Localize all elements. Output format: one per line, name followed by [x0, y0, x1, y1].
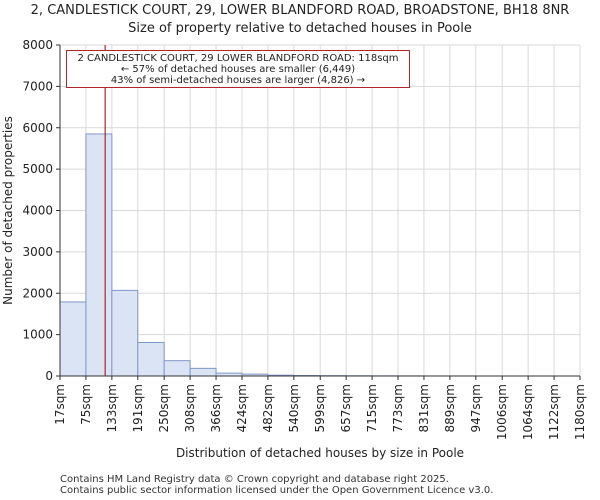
annotation-line-1: 2 CANDLESTICK COURT, 29 LOWER BLANDFORD … [77, 53, 399, 64]
x-tick-label: 1180sqm [573, 384, 587, 440]
histogram-bar [59, 301, 87, 377]
x-tick-label: 1064sqm [521, 384, 535, 440]
x-tick-label: 1122sqm [547, 384, 561, 440]
property-annotation-box: 2 CANDLESTICK COURT, 29 LOWER BLANDFORD … [66, 50, 410, 88]
x-tick-label: 191sqm [131, 384, 145, 432]
histogram-bar [163, 360, 191, 377]
histogram-bar [189, 367, 217, 377]
x-tick-label: 1006sqm [495, 384, 509, 440]
histogram-bar [85, 133, 113, 377]
x-tick-label: 715sqm [365, 384, 379, 432]
y-tick-label: 5000 [22, 162, 53, 176]
y-axis-label: Number of detached properties [1, 116, 15, 305]
x-tick-label: 657sqm [339, 384, 353, 432]
x-tick-label: 889sqm [443, 384, 457, 432]
x-tick-label: 250sqm [157, 384, 171, 432]
histogram-bar [137, 341, 165, 377]
chart-subtitle: Size of property relative to detached ho… [128, 21, 472, 36]
y-tick-label: 0 [45, 369, 53, 383]
x-tick-label: 540sqm [287, 384, 301, 432]
x-tick-label: 773sqm [391, 384, 405, 432]
x-tick-label: 366sqm [209, 384, 223, 432]
histogram-bar [111, 289, 139, 377]
x-tick-label: 75sqm [79, 384, 93, 425]
x-tick-label: 482sqm [261, 384, 275, 432]
y-tick-label: 2000 [22, 286, 53, 300]
x-tick-label: 17sqm [53, 384, 67, 425]
y-tick-label: 1000 [22, 328, 53, 342]
x-tick-label: 424sqm [235, 384, 249, 432]
y-tick-label: 8000 [22, 38, 53, 52]
y-tick-label: 3000 [22, 245, 53, 259]
x-axis-label: Distribution of detached houses by size … [176, 446, 464, 460]
x-tick-label: 947sqm [469, 384, 483, 432]
x-tick-label: 599sqm [313, 384, 327, 432]
chart-title: 2, CANDLESTICK COURT, 29, LOWER BLANDFOR… [30, 3, 570, 18]
x-tick-label: 831sqm [417, 384, 431, 432]
annotation-line-2: ← 57% of detached houses are smaller (6,… [120, 64, 356, 75]
y-tick-label: 6000 [22, 121, 53, 135]
y-tick-label: 4000 [22, 204, 53, 218]
x-tick-label: 308sqm [183, 384, 197, 432]
annotation-line-3: 43% of semi-detached houses are larger (… [110, 75, 366, 86]
y-tick-label: 7000 [22, 79, 53, 93]
footer-line-1: Contains HM Land Registry data © Crown c… [60, 474, 449, 485]
footer-line-2: Contains public sector information licen… [60, 485, 494, 496]
x-tick-label: 133sqm [105, 384, 119, 432]
